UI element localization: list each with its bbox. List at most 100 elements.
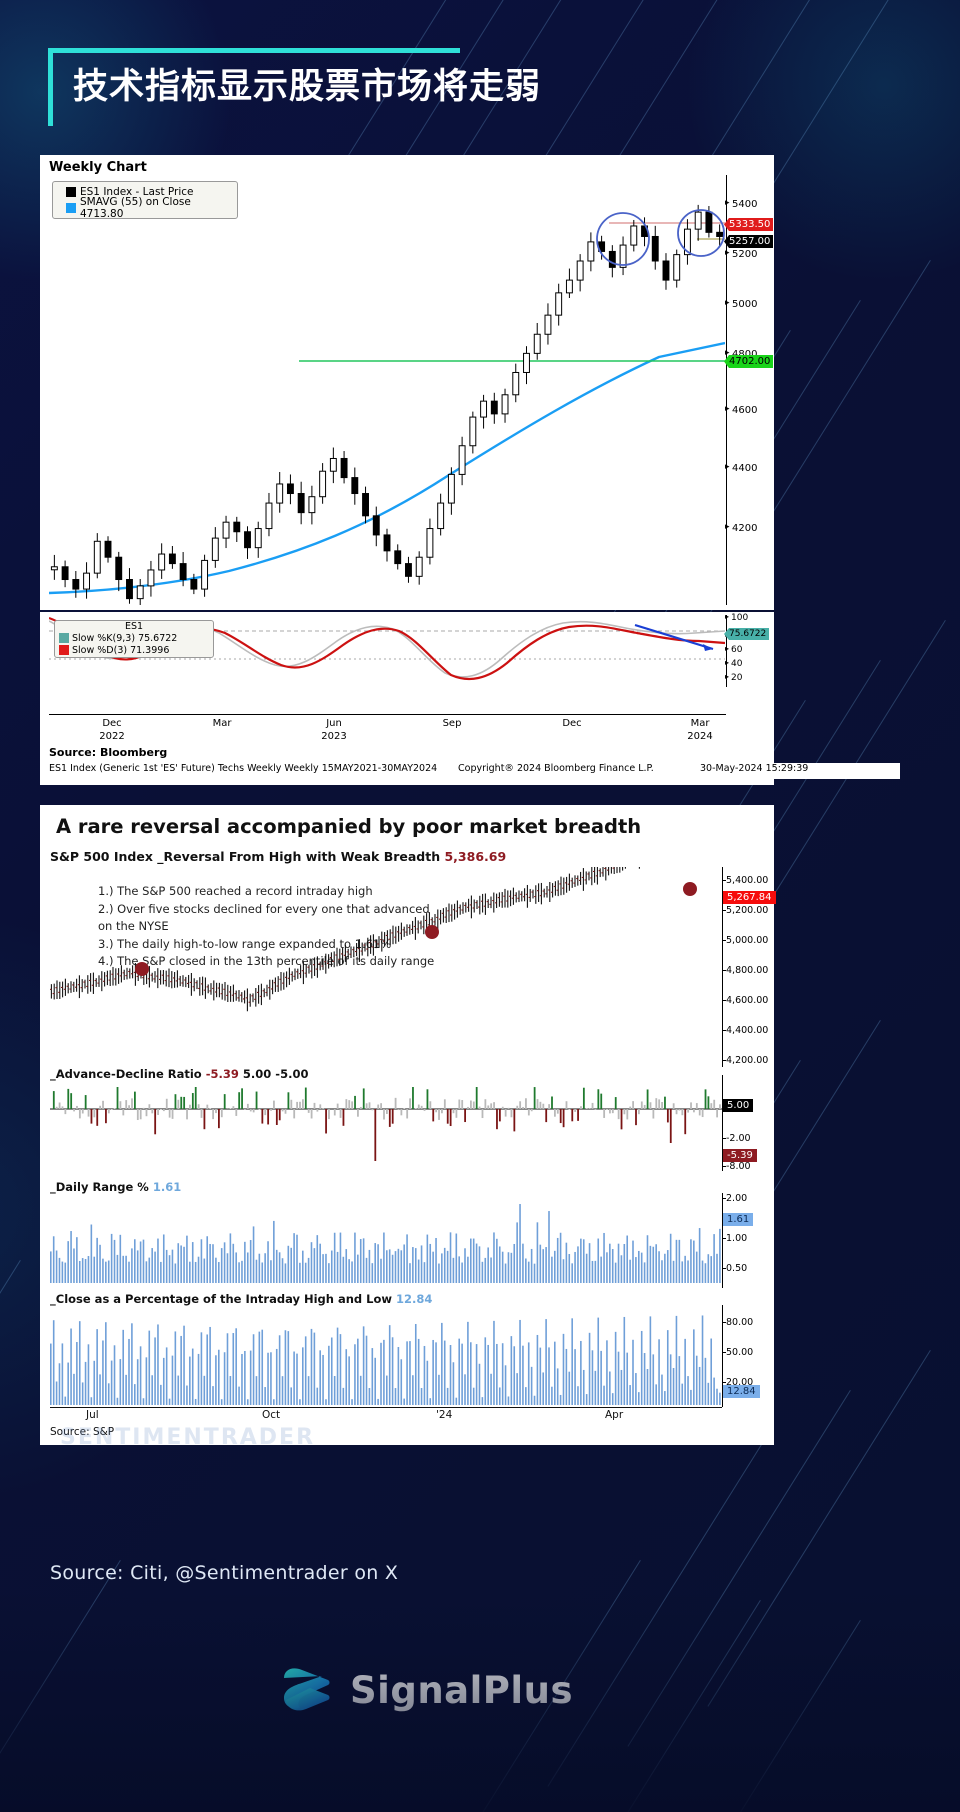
footer-source-note: Source: Citi, @Sentimentrader on X bbox=[50, 1562, 398, 1584]
chart2-ytick-0: 5,400.00 bbox=[726, 875, 768, 886]
stoch-ytick-4: 20 bbox=[731, 673, 742, 683]
chart2-range-ytick-0: 2.00 bbox=[726, 1193, 747, 1204]
chart2-ytick-2: 5,000.00 bbox=[726, 935, 768, 946]
stochastic-d-value: 71.3996 bbox=[130, 645, 169, 656]
chart1-xtick-1-top: Mar bbox=[200, 718, 244, 729]
chart2-range-ytick-1: 1.00 bbox=[726, 1233, 747, 1244]
chart2-range-ytick-2: 0.50 bbox=[726, 1263, 747, 1274]
signalplus-mark-icon bbox=[278, 1664, 334, 1716]
chart2-range-label: _Daily Range % 1.61 bbox=[50, 1180, 181, 1194]
chart1-footer: Dec 2022 Mar Jun 2023 Sep Dec Mar 2024 S… bbox=[40, 712, 774, 785]
chart2-range-label-text: _Daily Range % bbox=[50, 1180, 149, 1194]
chart2-last-price-tag: 5,267.84 bbox=[723, 891, 776, 904]
stoch-ytick-0: 100 bbox=[731, 613, 748, 623]
chart1-ytick-6: 4200 bbox=[732, 523, 757, 534]
chart1-price-tag-high: 5333.50 bbox=[724, 218, 773, 231]
chart2-ad-label-text: _Advance-Decline Ratio bbox=[50, 1067, 202, 1081]
chart1-meta-left: ES1 Index (Generic 1st 'ES' Future) Tech… bbox=[49, 763, 437, 774]
chart2-title: A rare reversal accompanied by poor mark… bbox=[56, 815, 641, 838]
chart2-range-value: 1.61 bbox=[153, 1180, 181, 1194]
header: 技术指标显示股票市场将走弱 bbox=[48, 48, 668, 126]
poster-page: 技术指标显示股票市场将走弱 Weekly Chart ES1 Index - L… bbox=[0, 0, 960, 1812]
chart1-svg bbox=[49, 175, 725, 605]
chart2-subtitle-text: S&P 500 Index _Reversal From High with W… bbox=[50, 849, 440, 864]
chart2-ad-svg bbox=[50, 1087, 722, 1167]
chart1-xtick-4-top: Dec bbox=[550, 718, 594, 729]
bloomberg-weekly-chart: Weekly Chart ES1 Index - Last Price SMAV… bbox=[40, 155, 774, 610]
chart1-xtick-5-top: Mar bbox=[678, 718, 722, 729]
chart2-ad-value-neg: -5.39 bbox=[206, 1067, 239, 1081]
chart2-range-axis: 2.00 1.61 1.00 0.50 bbox=[722, 1193, 774, 1288]
stochastic-legend: ES1 Slow %K(9,3) 75.6722 Slow %D(3) 71.3… bbox=[54, 620, 214, 658]
chart1-ytick-4: 4600 bbox=[732, 405, 757, 416]
chart2-subtitle: S&P 500 Index _Reversal From High with W… bbox=[50, 849, 506, 864]
sentimentrader-watermark: SENTIMENTRADER bbox=[60, 1425, 360, 1465]
brand-name: SignalPlus bbox=[350, 1669, 573, 1712]
header-accent-top bbox=[52, 48, 460, 53]
chart2-range-tag: 1.61 bbox=[723, 1213, 753, 1226]
stochastic-k-swatch-icon bbox=[59, 633, 69, 643]
chart2-xtick-3: Apr bbox=[605, 1409, 623, 1421]
chart1-ytick-0: 5400 bbox=[732, 199, 757, 210]
chart1-ytick-1: 5200 bbox=[732, 249, 757, 260]
chart1-source: Source: Bloomberg bbox=[49, 746, 167, 759]
chart2-ad-value-lo: -5.00 bbox=[275, 1067, 308, 1081]
chart1-timestamp: 30-May-2024 15:29:39 bbox=[700, 763, 900, 779]
stochastic-axis: 100 80 60 40 20 75.6722 bbox=[726, 615, 774, 687]
chart2-range-axis-spine bbox=[722, 1193, 723, 1288]
chart2-ad-label: _Advance-Decline Ratio -5.39 5.00 -5.00 bbox=[50, 1067, 308, 1081]
chart2-xtick-2: '24 bbox=[436, 1409, 452, 1421]
chart2-close-ytick-0: 80.00 bbox=[726, 1317, 753, 1328]
page-title: 技术指标显示股票市场将走弱 bbox=[73, 58, 541, 109]
sentimentrader-chart: A rare reversal accompanied by poor mark… bbox=[40, 805, 774, 1445]
chart2-price-plot bbox=[50, 867, 722, 1052]
stochastic-value-tag: 75.6722 bbox=[724, 628, 769, 640]
stoch-ytick-3: 40 bbox=[731, 659, 742, 669]
chart2-ad-axis: 5.00 -2.00 -5.39 -8.00 bbox=[722, 1075, 774, 1171]
chart2-close-svg bbox=[50, 1309, 722, 1405]
chart2-ad-ytick-1: -8.00 bbox=[726, 1161, 751, 1172]
chart2-ytick-3: 4,800.00 bbox=[726, 965, 768, 976]
chart2-close-tag: 12.84 bbox=[723, 1385, 760, 1398]
stochastic-k-label: Slow %K(9,3) bbox=[72, 633, 135, 644]
chart2-close-axis: 80.00 50.00 20.00 12.84 bbox=[722, 1305, 774, 1407]
chart2-price-axis: 5,400.00 5,200.00 5,000.00 4,800.00 4,60… bbox=[722, 867, 774, 1067]
chart2-ytick-6: 4,200.00 bbox=[726, 1055, 768, 1066]
header-accent-left bbox=[48, 48, 53, 126]
brand-logo: SignalPlus bbox=[278, 1660, 698, 1720]
chart2-range-plot bbox=[50, 1197, 722, 1283]
chart2-ad-value-hi: 5.00 bbox=[243, 1067, 271, 1081]
chart2-close-label-text: _Close as a Percentage of the Intraday H… bbox=[50, 1292, 392, 1306]
chart1-xtick-5-bottom: 2024 bbox=[678, 731, 722, 742]
chart2-ad-ytick-0: -2.00 bbox=[726, 1133, 751, 1144]
chart2-range-svg bbox=[50, 1197, 722, 1283]
chart1-price-axis: 5400 5200 5000 4800 4600 4400 4200 5333.… bbox=[726, 175, 774, 605]
chart1-xtick-0-bottom: 2022 bbox=[90, 731, 134, 742]
stochastic-d-swatch-icon bbox=[59, 645, 69, 655]
chart1-xtick-2-bottom: 2023 bbox=[312, 731, 356, 742]
stoch-ytick-2: 60 bbox=[731, 645, 742, 655]
chart2-price-svg bbox=[50, 867, 722, 1052]
chart2-close-plot bbox=[50, 1309, 722, 1405]
chart1-plot-area bbox=[49, 175, 725, 605]
chart1-xtick-3-top: Sep bbox=[430, 718, 474, 729]
chart1-ytick-5: 4400 bbox=[732, 463, 757, 474]
chart2-ad-plot bbox=[50, 1087, 722, 1167]
stochastic-d-label: Slow %D(3) bbox=[72, 645, 127, 656]
chart2-x-axis-line bbox=[50, 1407, 722, 1408]
chart1-meta-center: Copyright® 2024 Bloomberg Finance L.P. bbox=[458, 763, 654, 774]
chart1-price-tag-smavg: 4702.00 bbox=[724, 355, 773, 368]
chart2-ytick-4: 4,600.00 bbox=[726, 995, 768, 1006]
chart1-xtick-2-top: Jun bbox=[312, 718, 356, 729]
chart1-x-axis-line bbox=[49, 714, 726, 715]
chart1-title: Weekly Chart bbox=[49, 160, 147, 175]
chart2-ytick-1: 5,200.00 bbox=[726, 905, 768, 916]
chart2-close-ytick-1: 50.00 bbox=[726, 1347, 753, 1358]
stochastic-legend-header: ES1 bbox=[55, 621, 213, 632]
chart1-ytick-2: 5000 bbox=[732, 299, 757, 310]
chart2-close-value: 12.84 bbox=[396, 1292, 432, 1306]
stochastic-k-value: 75.6722 bbox=[138, 633, 177, 644]
chart2-xtick-0: Jul bbox=[86, 1409, 99, 1421]
chart2-xtick-1: Oct bbox=[262, 1409, 280, 1421]
chart1-price-tag-last: 5257.00 bbox=[724, 235, 773, 248]
